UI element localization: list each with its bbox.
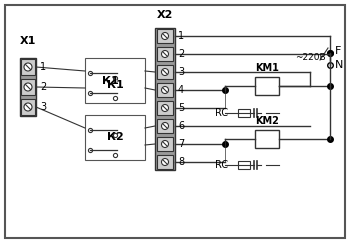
Text: 5: 5: [178, 103, 184, 113]
Bar: [157, 65, 173, 79]
Text: F: F: [335, 46, 341, 56]
Bar: [157, 29, 173, 43]
Text: 2: 2: [178, 49, 184, 59]
Circle shape: [24, 83, 32, 91]
Text: К1: К1: [102, 76, 118, 86]
Circle shape: [161, 140, 168, 148]
Bar: [85, 115, 145, 160]
Circle shape: [161, 158, 168, 165]
Bar: [155, 28, 175, 170]
Text: X2: X2: [157, 10, 173, 20]
Text: ~220В: ~220В: [295, 53, 326, 62]
Circle shape: [24, 103, 32, 111]
Circle shape: [161, 69, 168, 76]
Bar: [157, 83, 173, 97]
Text: 1: 1: [178, 31, 184, 41]
Bar: [21, 99, 35, 115]
Text: 8: 8: [178, 157, 184, 167]
Text: 3: 3: [40, 102, 46, 112]
Text: 3: 3: [178, 67, 184, 77]
Bar: [157, 155, 173, 169]
Bar: [21, 79, 35, 95]
Text: 4: 4: [178, 85, 184, 95]
Circle shape: [161, 122, 168, 130]
Text: X1: X1: [20, 36, 36, 46]
Circle shape: [161, 51, 168, 58]
Text: К2: К2: [107, 132, 123, 142]
Circle shape: [161, 87, 168, 94]
Bar: [85, 58, 145, 103]
Bar: [255, 77, 279, 95]
Text: RC: RC: [215, 160, 228, 170]
Text: 7: 7: [178, 139, 184, 149]
Bar: [20, 58, 36, 116]
Text: RC: RC: [215, 108, 228, 118]
Circle shape: [161, 104, 168, 112]
Circle shape: [161, 33, 168, 40]
Text: 1: 1: [40, 62, 46, 72]
Bar: [157, 101, 173, 115]
Circle shape: [24, 63, 32, 71]
Text: 6: 6: [178, 121, 184, 131]
Bar: [157, 47, 173, 61]
Bar: [157, 137, 173, 151]
Bar: [255, 130, 279, 148]
Text: 2: 2: [40, 82, 46, 92]
Text: KM2: KM2: [255, 116, 279, 126]
Text: KM1: KM1: [255, 63, 279, 73]
Text: N: N: [335, 60, 343, 70]
Bar: [157, 119, 173, 133]
Bar: [238, 109, 250, 117]
Bar: [21, 59, 35, 75]
Bar: [238, 161, 250, 169]
Text: К1: К1: [107, 80, 123, 90]
